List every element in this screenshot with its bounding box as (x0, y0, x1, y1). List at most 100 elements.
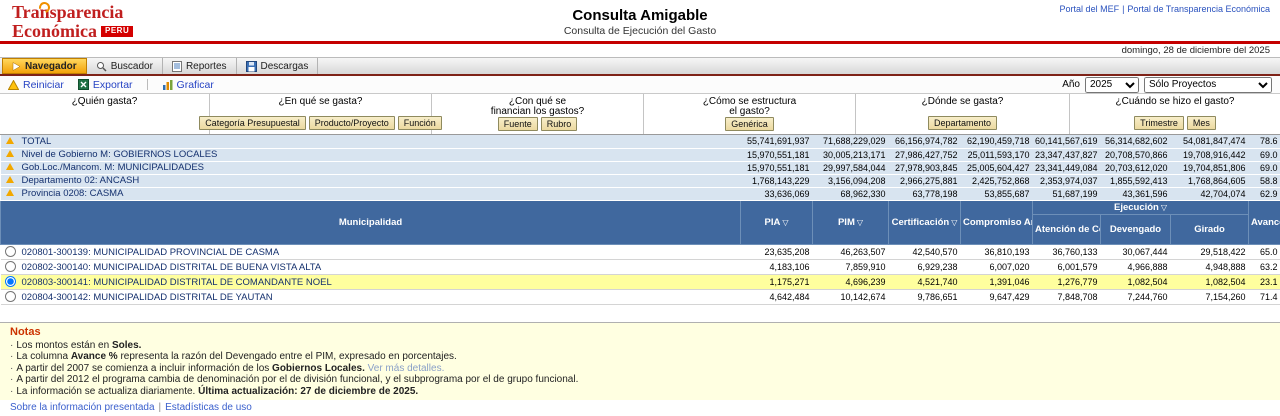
tab-descargas[interactable]: Descargas (237, 58, 319, 74)
column-header-avance[interactable]: Avance % (1248, 199, 1280, 245)
column-header-devengado[interactable]: Devengado (1100, 213, 1171, 245)
header-label: Compromiso Anual (963, 216, 1032, 228)
usage-stats-link[interactable]: Estadísticas de uso (165, 402, 252, 413)
pim-value: 46,263,507 (812, 244, 889, 260)
girado-value: 29,518,422 (1170, 244, 1249, 260)
download-disk-icon (245, 60, 257, 72)
devengado-value: 20,708,570,866 (1100, 148, 1171, 162)
logo-line1: Transparencia (12, 0, 133, 22)
note-text: La información se actualiza diariamente. (16, 385, 199, 397)
atencion-value: 7,848,708 (1032, 289, 1101, 305)
producto-proyecto-button[interactable]: Producto/Proyecto (308, 116, 395, 130)
note-text: Los montos están en (16, 339, 112, 351)
reiniciar-button[interactable]: Reiniciar (8, 79, 64, 91)
pia-value: 1,175,271 (740, 274, 813, 290)
municipality-radio[interactable] (4, 245, 16, 257)
note-text: A partir del 2012 el programa cambia de … (16, 374, 579, 385)
funcion-button[interactable]: Función (397, 116, 442, 130)
note-item: · Los montos están en Soles. (10, 340, 1270, 352)
fuente-button[interactable]: Fuente (497, 117, 538, 131)
level-triangle-icon (5, 163, 14, 170)
compromiso-anual-value: 6,007,020 (960, 259, 1033, 275)
summary-row-gob-loc: Gob.Loc./Mancom. M: MUNICIPALIDADES 15,9… (0, 161, 1280, 175)
summary-label-cell[interactable]: Departamento 02: ANCASH (0, 174, 741, 188)
level-triangle-icon (5, 150, 14, 157)
certificacion-value: 6,929,238 (888, 259, 961, 275)
municipality-radio[interactable] (4, 290, 16, 302)
municipality-radio[interactable] (4, 275, 16, 287)
portal-mef-link[interactable]: Portal del MEF (1059, 4, 1120, 14)
pim-value: 3,156,094,208 (812, 174, 889, 188)
column-header-compromiso-anual[interactable]: Compromiso Anual▽ (960, 199, 1033, 245)
municipality-label: 020802-300140: MUNICIPALIDAD DISTRITAL D… (21, 261, 322, 273)
table-row-casma: 020801-300139: MUNICIPALIDAD PROVINCIAL … (0, 244, 1280, 260)
column-header-girado[interactable]: Girado (1170, 213, 1249, 245)
categoria-presupuestal-button[interactable]: Categoría Presupuestal (199, 116, 306, 130)
column-header-ejecucion[interactable]: Ejecución ▽ (1032, 199, 1249, 215)
sort-icon[interactable]: ▽ (856, 217, 864, 227)
mes-button[interactable]: Mes (1186, 116, 1216, 130)
question-quien-gasta: ¿Quién gasta? (0, 94, 210, 134)
pia-value: 15,970,551,181 (740, 148, 813, 162)
table-row-buena-vista-alta: 020802-300140: MUNICIPALIDAD DISTRITAL D… (0, 259, 1280, 275)
devengado-value: 56,314,682,602 (1100, 135, 1171, 149)
departamento-button[interactable]: Departamento (927, 116, 998, 130)
portal-transparencia-link[interactable]: Portal de Transparencia Económica (1127, 4, 1270, 14)
summary-label-cell[interactable]: Nivel de Gobierno M: GOBIERNOS LOCALES (0, 148, 741, 162)
question-title: ¿Cuándo se hizo el gasto? (1115, 96, 1235, 107)
column-header-certificacion[interactable]: Certificación ▽ (888, 199, 961, 245)
pia-value: 33,636,069 (740, 187, 813, 201)
column-header-atencion[interactable]: Atención de Compromiso Mensual (1032, 213, 1101, 245)
summary-label: Departamento 02: ANCASH (21, 175, 140, 186)
ver-mas-detalles-link[interactable]: Ver más detalles. (367, 362, 445, 374)
sort-icon[interactable]: ▽ (1160, 202, 1168, 212)
graficar-button[interactable]: Graficar (162, 79, 214, 91)
footer-link-separator: | (158, 402, 162, 413)
scope-select[interactable]: Sólo Proyectos (1144, 76, 1272, 93)
about-info-link[interactable]: Sobre la información presentada (10, 402, 155, 413)
pia-value: 55,741,691,937 (740, 135, 813, 149)
sort-icon[interactable]: ▽ (782, 217, 789, 227)
tab-navegador[interactable]: Navegador (2, 58, 87, 74)
year-filter-area: Año 2025 Sólo Proyectos (1062, 76, 1272, 93)
tab-buscador-label: Buscador (110, 60, 153, 72)
header-label: Municipalidad (338, 216, 403, 228)
tab-buscador[interactable]: Buscador (87, 58, 163, 74)
exportar-button[interactable]: Exportar (77, 79, 133, 91)
drilldown-questions-band: ¿Quién gasta? ¿En qué se gasta? Categorí… (0, 94, 1280, 135)
summary-label-cell[interactable]: Gob.Loc./Mancom. M: MUNICIPALIDADES (0, 161, 741, 175)
note-text: A partir del 2007 se comienza a incluir … (16, 362, 273, 374)
avance-value: 58.8 (1248, 174, 1280, 188)
table-row-yautan: 020804-300142: MUNICIPALIDAD DISTRITAL D… (0, 289, 1280, 305)
action-toolbar: Reiniciar Exportar Graficar Año 2025 Sól… (0, 76, 1280, 94)
column-header-pia[interactable]: PIA ▽ (740, 199, 813, 245)
column-header-municipalidad[interactable]: Municipalidad (0, 199, 741, 245)
tab-reportes[interactable]: Reportes (163, 58, 237, 74)
pim-value: 7,859,910 (812, 259, 889, 275)
avance-value: 69.0 (1248, 161, 1280, 175)
summary-label-cell[interactable]: TOTAL (0, 135, 741, 149)
devengado-value: 30,067,444 (1100, 244, 1171, 260)
pim-value: 30,005,213,171 (812, 148, 889, 162)
peru-badge: PERU (101, 26, 134, 37)
column-header-pim[interactable]: PIM ▽ (812, 199, 889, 245)
sort-icon[interactable]: ▽ (951, 217, 958, 227)
year-select[interactable]: 2025 (1085, 76, 1139, 93)
level-triangle-icon (5, 176, 14, 183)
trimestre-button[interactable]: Trimestre (1134, 116, 1184, 130)
compromiso-anual-value: 62,190,459,718 (960, 135, 1033, 149)
devengado-value: 4,966,888 (1100, 259, 1171, 275)
header-label: Atención de Compromiso Mensual (1035, 223, 1100, 235)
devengado-value: 43,361,596 (1100, 187, 1171, 201)
generica-button[interactable]: Genérica (725, 117, 774, 131)
compromiso-anual-value: 36,810,193 (960, 244, 1033, 260)
summary-label-cell[interactable]: Provincia 0208: CASMA (0, 187, 741, 201)
level-triangle-icon (5, 189, 14, 196)
compromiso-anual-value: 2,425,752,868 (960, 174, 1033, 188)
atencion-value: 2,353,974,037 (1032, 174, 1101, 188)
logo-text-1: Transparencia (12, 2, 124, 22)
summary-row-departamento: Departamento 02: ANCASH 1,768,143,229 3,… (0, 174, 1280, 188)
municipality-radio[interactable] (4, 260, 16, 272)
rubro-button[interactable]: Rubro (540, 117, 578, 131)
summary-label: Nivel de Gobierno M: GOBIERNOS LOCALES (21, 149, 218, 160)
